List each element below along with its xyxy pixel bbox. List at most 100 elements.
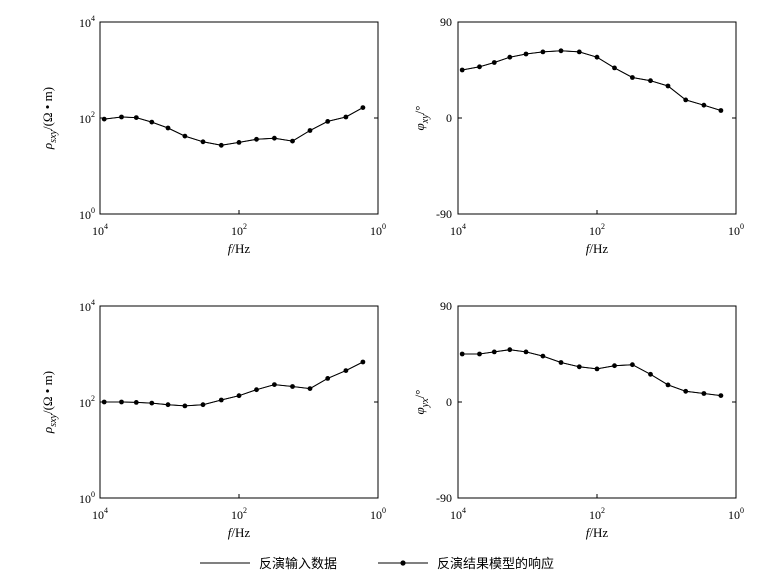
data-point (343, 114, 349, 120)
x-tick-label: 102 (231, 222, 247, 238)
data-point (648, 78, 653, 84)
x-tick-label: 100 (728, 506, 744, 522)
data-point (272, 135, 277, 141)
chart-panel-top-right: 104 102 100 90 0 -90 f/Hz φxy/° (412, 15, 744, 256)
data-point (540, 49, 546, 55)
data-point (254, 387, 259, 393)
data-point (558, 360, 564, 365)
data-point (701, 391, 707, 396)
y-tick-label: 102 (79, 110, 95, 126)
data-point (165, 125, 171, 131)
data-point (133, 115, 139, 120)
data-point (360, 105, 366, 110)
data-point (665, 83, 671, 89)
data-point (149, 400, 155, 406)
series-line-input (104, 361, 364, 407)
data-point (477, 64, 482, 70)
data-point (200, 139, 206, 145)
data-point (290, 384, 295, 389)
data-point (648, 371, 653, 377)
data-point (165, 402, 171, 408)
data-point (630, 362, 635, 368)
series-line-response (104, 361, 364, 407)
data-point (272, 382, 277, 387)
data-point (182, 133, 188, 139)
legend-label-response: 反演结果模型的响应 (437, 556, 554, 572)
data-point (576, 364, 582, 370)
series-line-input (462, 349, 721, 397)
plot-frame (457, 21, 737, 215)
data-point (307, 128, 313, 133)
series-line-response (462, 50, 722, 111)
data-point (558, 48, 564, 54)
data-point (236, 393, 242, 399)
data-point (200, 402, 206, 408)
x-axis-label: f/Hz (228, 525, 251, 540)
data-point (459, 67, 465, 73)
data-point (325, 119, 331, 124)
data-point (254, 136, 259, 142)
y-axis-label: φxy/° (412, 106, 431, 131)
legend: 反演输入数据 反演结果模型的响应 (200, 556, 554, 572)
data-point (612, 65, 617, 71)
data-point (683, 97, 689, 103)
x-tick-label: 104 (450, 506, 466, 522)
data-point (236, 140, 242, 145)
data-point (701, 102, 707, 108)
data-point (325, 376, 331, 381)
y-axis-label: φyx/° (412, 390, 431, 415)
plot-frame (99, 21, 379, 215)
y-tick-label: 100 (79, 490, 95, 506)
data-point (594, 54, 600, 60)
x-axis-label: f/Hz (228, 241, 251, 256)
data-point (360, 359, 366, 365)
x-tick-label: 100 (728, 222, 744, 238)
x-tick-label: 100 (370, 506, 386, 522)
y-tick-label: 102 (79, 394, 95, 410)
data-point (491, 349, 497, 355)
y-axis-label: ρsxy/(Ω • m) (40, 87, 59, 150)
series-line-response (462, 349, 721, 396)
data-point (343, 368, 349, 373)
y-axis-label: ρsxy/(Ω • m) (40, 371, 59, 434)
data-point (576, 49, 582, 55)
data-point (182, 403, 188, 409)
data-point (718, 108, 724, 113)
x-tick-label: 102 (589, 222, 605, 238)
data-point (540, 353, 546, 359)
plot-frame (99, 305, 379, 499)
data-point (218, 397, 224, 403)
data-point (612, 363, 617, 369)
y-tick-label: 90 (440, 299, 452, 313)
y-tick-label: -90 (436, 491, 452, 505)
data-point (119, 399, 124, 405)
x-tick-label: 102 (231, 506, 247, 522)
x-tick-label: 100 (370, 222, 386, 238)
data-point (101, 116, 107, 122)
data-point (665, 382, 671, 388)
y-tick-label: 104 (79, 14, 95, 30)
legend-label-input: 反演输入数据 (259, 556, 337, 572)
x-tick-label: 104 (92, 506, 108, 522)
y-tick-label: 0 (446, 111, 452, 125)
x-axis-label: f/Hz (586, 241, 609, 256)
data-point (683, 388, 689, 394)
data-point (594, 366, 600, 372)
chart-panel-bottom-right: 104 102 100 90 0 -90 f/Hz φyx/° (412, 299, 744, 540)
data-point (119, 114, 124, 120)
data-point (507, 54, 513, 60)
data-point (133, 400, 139, 405)
data-point (718, 393, 724, 398)
series-line-response (104, 107, 364, 146)
series-line-input (462, 50, 722, 111)
data-point (218, 142, 224, 148)
data-point (507, 347, 513, 353)
data-point (491, 60, 497, 65)
data-point (523, 349, 529, 355)
data-point (290, 138, 295, 144)
data-point (523, 51, 529, 57)
